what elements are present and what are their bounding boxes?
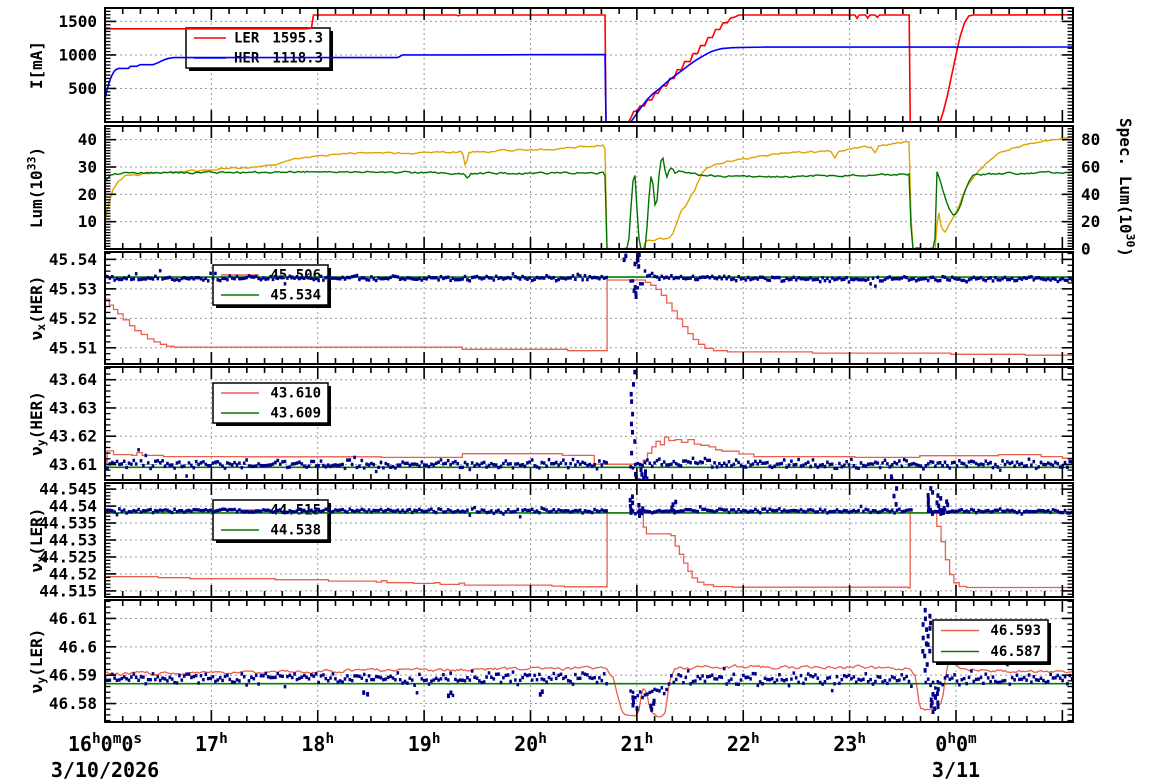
svg-text:LER: LER bbox=[234, 31, 260, 47]
series-tune-setpoint bbox=[105, 279, 1073, 356]
svg-text:45.534: 45.534 bbox=[270, 288, 321, 304]
svg-text:10: 10 bbox=[78, 212, 97, 231]
svg-text:46.59: 46.59 bbox=[49, 666, 97, 685]
svg-text:45.51: 45.51 bbox=[49, 338, 97, 357]
svg-text:46.61: 46.61 bbox=[49, 609, 97, 628]
svg-text:45.54: 45.54 bbox=[49, 250, 97, 269]
svg-text:20: 20 bbox=[78, 185, 97, 204]
svg-text:νx(LER): νx(LER) bbox=[27, 508, 48, 573]
svg-text:43.610: 43.610 bbox=[270, 386, 321, 402]
series-HER-current bbox=[105, 46, 1073, 122]
svg-text:45.52: 45.52 bbox=[49, 309, 97, 328]
svg-text:44.52: 44.52 bbox=[49, 564, 97, 583]
series-tune-measured bbox=[105, 369, 1073, 480]
svg-text:0h0m: 0h0m bbox=[935, 731, 977, 756]
svg-text:40: 40 bbox=[1081, 185, 1100, 204]
series-tune-setpoint bbox=[105, 512, 1073, 589]
axes bbox=[104, 7, 1074, 123]
series-tune-measured bbox=[105, 607, 1073, 714]
svg-text:19h: 19h bbox=[408, 731, 441, 756]
svg-text:20h: 20h bbox=[514, 731, 547, 756]
panel-luminosity: 10 20 30 40 0 20 40 60 80 Spec. Lum(1030) Lum(1033… bbox=[25, 118, 1138, 259]
svg-text:43.609: 43.609 bbox=[270, 406, 321, 422]
svg-text:1000: 1000 bbox=[58, 45, 97, 64]
svg-text:22h: 22h bbox=[727, 731, 760, 756]
axes bbox=[104, 366, 1074, 481]
legend: 46.593 46.587 bbox=[932, 619, 1051, 665]
axes bbox=[104, 482, 1074, 598]
legend: 43.610 43.609 bbox=[212, 382, 331, 426]
svg-text:17h: 17h bbox=[195, 731, 228, 756]
svg-text:43.64: 43.64 bbox=[49, 370, 97, 389]
svg-text:44.535: 44.535 bbox=[39, 514, 97, 533]
svg-text:44.53: 44.53 bbox=[49, 531, 97, 550]
svg-text:18h: 18h bbox=[301, 731, 334, 756]
svg-text:1500: 1500 bbox=[58, 12, 97, 31]
svg-text:44.538: 44.538 bbox=[270, 523, 321, 539]
panel-beam-current: LER 1595.3 HER 1118.3 500 1000 1500 I[mA] bbox=[27, 7, 1074, 123]
svg-text:1595.3: 1595.3 bbox=[272, 31, 323, 47]
svg-text:HER: HER bbox=[234, 51, 260, 67]
legend: 45.50645.534 bbox=[212, 264, 331, 308]
svg-text:Spec. Lum(1030): Spec. Lum(1030) bbox=[1116, 118, 1137, 257]
svg-text:20: 20 bbox=[1081, 212, 1100, 231]
svg-text:60: 60 bbox=[1081, 158, 1100, 177]
axes bbox=[104, 125, 1074, 250]
series-tune-setpoint bbox=[105, 436, 1073, 465]
svg-text:νy(HER): νy(HER) bbox=[27, 391, 48, 456]
svg-text:43.62: 43.62 bbox=[49, 427, 97, 446]
svg-text:νy(LER): νy(LER) bbox=[27, 629, 48, 694]
svg-text:46.6: 46.6 bbox=[58, 637, 97, 656]
axes bbox=[104, 251, 1074, 365]
svg-text:44.54: 44.54 bbox=[49, 497, 97, 516]
date-label-end: 3/11 bbox=[931, 758, 981, 782]
svg-text:46.587: 46.587 bbox=[990, 644, 1041, 660]
svg-text:46.58: 46.58 bbox=[49, 694, 97, 713]
svg-text:46.593: 46.593 bbox=[990, 623, 1041, 639]
svg-text:45.53: 45.53 bbox=[49, 279, 97, 298]
svg-text:44.515: 44.515 bbox=[39, 581, 97, 600]
svg-text:I[mA]: I[mA] bbox=[27, 41, 46, 89]
gridlines bbox=[105, 600, 1073, 722]
svg-text:500: 500 bbox=[68, 79, 97, 98]
svg-text:40: 40 bbox=[78, 130, 97, 149]
svg-text:43.61: 43.61 bbox=[49, 455, 97, 474]
series-tune-measured bbox=[105, 252, 1073, 299]
svg-text:21h: 21h bbox=[620, 731, 653, 756]
svg-text:43.63: 43.63 bbox=[49, 398, 97, 417]
date-label-start: 3/10/2026 bbox=[50, 758, 160, 782]
series-specific-luminosity bbox=[105, 156, 1073, 249]
svg-text:80: 80 bbox=[1081, 130, 1100, 149]
svg-text:νx(HER): νx(HER) bbox=[27, 276, 48, 341]
series-tune-measured bbox=[105, 486, 1073, 519]
svg-text:0: 0 bbox=[1081, 240, 1091, 259]
svg-text:16h0m0s: 16h0m0s bbox=[68, 731, 142, 756]
svg-text:44.525: 44.525 bbox=[39, 547, 97, 566]
legend: LER 1595.3 HER 1118.3 bbox=[185, 27, 333, 71]
svg-text:44.545: 44.545 bbox=[39, 480, 97, 499]
svg-text:23h: 23h bbox=[833, 731, 866, 756]
svg-text:1118.3: 1118.3 bbox=[272, 51, 323, 67]
axes bbox=[104, 599, 1074, 723]
svg-text:Lum(1033): Lum(1033) bbox=[25, 147, 46, 228]
svg-text:30: 30 bbox=[78, 158, 97, 177]
